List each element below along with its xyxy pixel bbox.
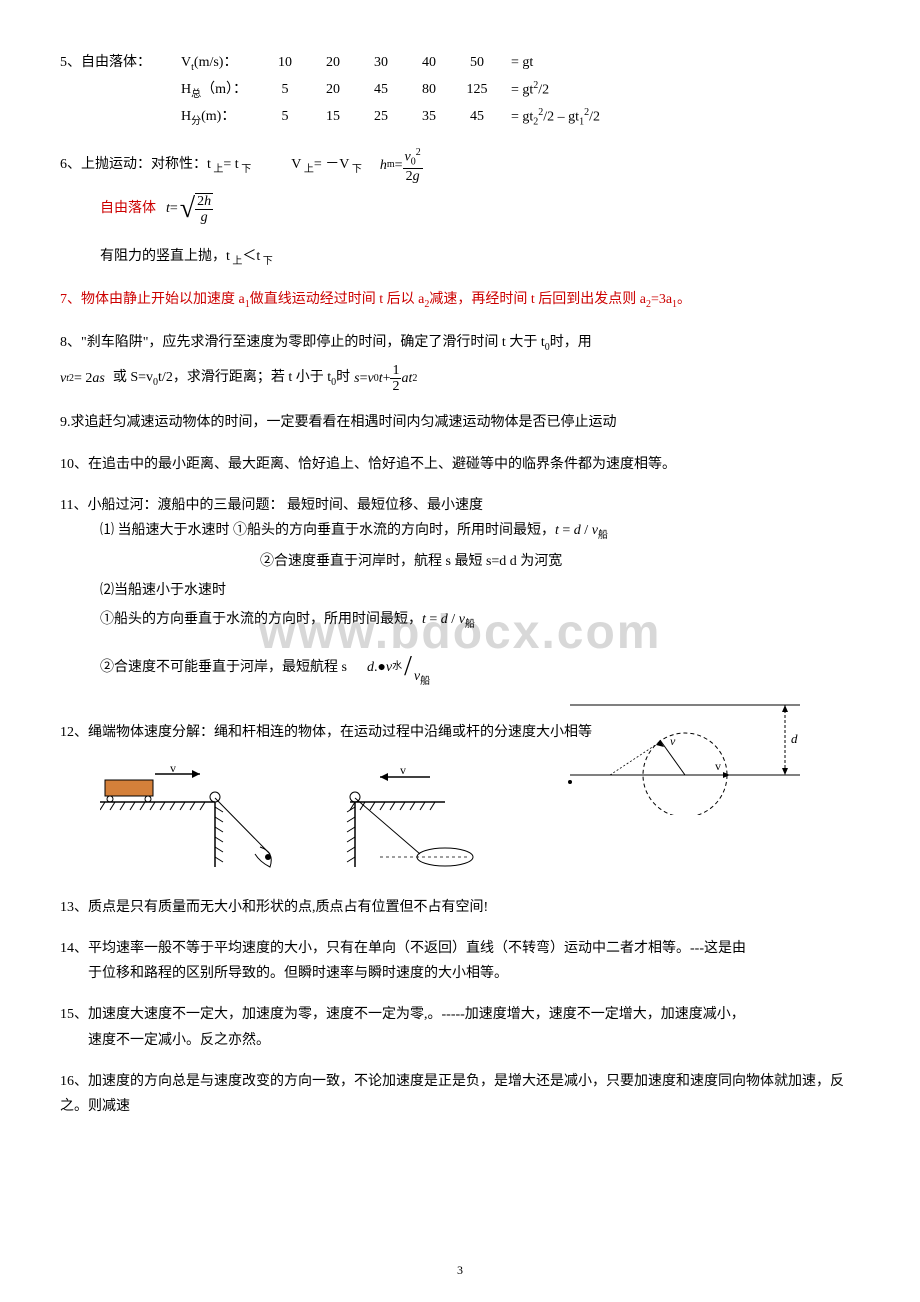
item-15: 15、加速度大速度不一定大，加速度为零，速度不一定为零,。-----加速度增大，… <box>60 1002 860 1052</box>
r3c3: 25 <box>357 104 405 131</box>
item-13: 13、质点是只有质量而无大小和形状的点,质点占有位置但不占有空间! <box>60 895 860 920</box>
r2c5: 125 <box>453 77 501 104</box>
item-7: 7、物体由静止开始以加速度 a1做直线运动经过时间 t 后以 a2减速，再经时间… <box>60 287 860 314</box>
item11-line1: 11、小船过河：渡船中的三最问题： 最短时间、最短位移、最小速度 <box>60 493 860 518</box>
r1c2: 20 <box>309 50 357 77</box>
item8-line1: 8、"刹车陷阱"，应先求滑行至速度为零即停止的时间，确定了滑行时间 t 大于 t… <box>60 330 860 357</box>
item11-line2: ⑴ 当船速大于水速时 ①船头的方向垂直于水流的方向时，所用时间最短，t = d … <box>60 518 860 545</box>
item-11: 11、小船过河：渡船中的三最问题： 最短时间、最短位移、最小速度 ⑴ 当船速大于… <box>60 493 860 693</box>
item8-formula: vt2 = 2as 或 S=v0t/2，求滑行距离；若 t 小于 t0时 s =… <box>60 363 860 395</box>
svg-text:v: v <box>400 763 406 777</box>
r1eq: = gt <box>511 50 533 77</box>
r3c1: 5 <box>261 104 309 131</box>
item-14: 14、平均速率一般不等于平均速度的大小，只有在单向（不返回）直线（不转弯）运动中… <box>60 936 860 986</box>
row2-label: H总（m）： <box>181 77 261 104</box>
row1-label: Vt(m/s)： <box>181 50 261 77</box>
item6-line3: 有阻力的竖直上抛，t 上＜t 下 <box>100 244 860 271</box>
t-formula: t = √ 2h g <box>166 184 213 234</box>
svg-text:v: v <box>715 759 721 773</box>
item-10: 10、在追击中的最小距离、最大距离、恰好追上、恰好追不上、避碰等中的临界条件都为… <box>60 452 860 477</box>
r1c3: 30 <box>357 50 405 77</box>
r2c3: 45 <box>357 77 405 104</box>
item6-line1b: V 上= －V 下 <box>291 152 362 179</box>
r1c4: 40 <box>405 50 453 77</box>
page-content: 5、自由落体： Vt(m/s)： 10 20 30 40 50 = gt H总（… <box>60 50 860 1119</box>
item-9: 9.求追赶匀减速运动物体的时间，一定要看看在相遇时间内匀减速运动物体是否已停止运… <box>60 410 860 435</box>
item-5-title: 5、自由落体： <box>60 50 151 131</box>
r3c2: 15 <box>309 104 357 131</box>
r2c1: 5 <box>261 77 309 104</box>
svg-text:v: v <box>170 762 176 775</box>
freefall-label: 自由落体 <box>100 196 156 221</box>
item-5: 5、自由落体： Vt(m/s)： 10 20 30 40 50 = gt H总（… <box>60 50 860 131</box>
item11-line5: ①船头的方向垂直于水流的方向时，所用时间最短，t = d / v船 <box>60 607 860 634</box>
item-8: 8、"刹车陷阱"，应先求滑行至速度为零即停止的时间，确定了滑行时间 t 大于 t… <box>60 330 860 395</box>
row3-label: H分(m)： <box>181 104 261 131</box>
r1c5: 50 <box>453 50 501 77</box>
item-6: 6、上抛运动：对称性：t 上= t 下 V 上= －V 下 hm = v02 2… <box>60 147 860 271</box>
item11-line4: ⑵当船速小于水速时 <box>60 578 860 603</box>
r2eq: = gt2/2 <box>511 77 549 104</box>
page-number: 3 <box>457 1260 463 1282</box>
r2c2: 20 <box>309 77 357 104</box>
r2c4: 80 <box>405 77 453 104</box>
svg-text:d: d <box>791 731 798 746</box>
svg-text:v: v <box>670 734 676 748</box>
item11-line3: ②合速度垂直于河岸时，航程 s 最短 s=d d 为河宽 <box>60 549 860 574</box>
river-diagram: v v d <box>570 695 800 815</box>
r3c4: 35 <box>405 104 453 131</box>
r3eq: = gt22/2 – gt12/2 <box>511 104 600 131</box>
r1c1: 10 <box>261 50 309 77</box>
r3c5: 45 <box>453 104 501 131</box>
item-16: 16、加速度的方向总是与速度改变的方向一致，不论加速度是正是负，是增大还是减小，… <box>60 1069 860 1119</box>
hm-formula: hm = v02 2g <box>380 147 423 184</box>
item6-line1a: 6、上抛运动：对称性：t 上= t 下 <box>60 152 251 179</box>
item11-line6: ②合速度不可能垂直于河岸，最短航程 s d.●v水 / v船 <box>60 642 860 692</box>
